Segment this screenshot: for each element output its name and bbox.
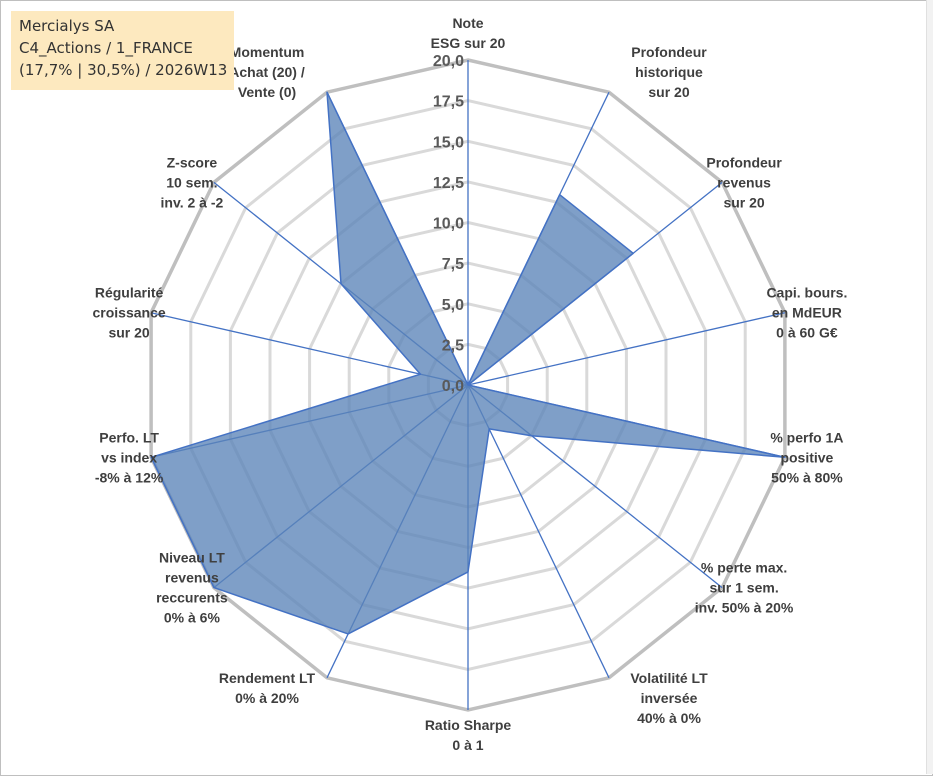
- axis-label-3: Capi. bours. en MdEUR 0 à 60 G€: [766, 285, 847, 341]
- axis-label-line: sur 20: [723, 194, 764, 210]
- vertical-scrollbar[interactable]: [926, 0, 933, 774]
- axis-label-line: Note: [452, 15, 483, 31]
- tick-label: 7,5: [442, 256, 464, 273]
- axis-label-line: 0 à 60 G€: [776, 325, 838, 341]
- data-series: [150, 91, 786, 635]
- axis-label-line: 0 à 1: [452, 737, 483, 753]
- info-box: Mercialys SA C4_Actions / 1_FRANCE (17,7…: [11, 11, 234, 90]
- axis-label-line: 40% à 0%: [637, 710, 701, 726]
- axis-label-line: Z-score: [167, 154, 218, 170]
- axis-label-line: -8% à 12%: [95, 469, 164, 485]
- axis-label-0: Note ESG sur 20: [431, 15, 506, 51]
- spoke-6: [467, 384, 610, 679]
- company-name: Mercialys SA: [19, 17, 115, 35]
- axis-label-6: Volatilité LT inversée 40% à 0%: [630, 670, 708, 726]
- axis-label-line: Profondeur: [706, 154, 782, 170]
- tick-label: 10,0: [433, 216, 464, 233]
- axis-label-line: revenus: [717, 174, 771, 190]
- axis-label-line: Rendement LT: [219, 670, 316, 686]
- axis-label-line: sur 1 sem.: [709, 580, 778, 596]
- axis-label-line: inv. 50% à 20%: [695, 600, 794, 616]
- axis-label-line: Profondeur: [631, 44, 707, 60]
- axis-label-line: Niveau LT: [159, 550, 225, 566]
- axis-label-10: Perfo. LT vs index -8% à 12%: [95, 429, 164, 485]
- axis-label-line: Capi. bours.: [766, 285, 847, 301]
- axis-label-2: Profondeur revenus sur 20: [706, 154, 782, 210]
- axis-label-line: vs index: [101, 449, 157, 465]
- axis-label-line: positive: [780, 449, 833, 465]
- axis-label-12: Z-score 10 sem. inv. 2 à -2: [161, 154, 224, 210]
- axis-label-line: sur 20: [648, 84, 689, 100]
- axis-label-5: % perte max. sur 1 sem. inv. 50% à 20%: [695, 560, 794, 616]
- axis-label-9: Niveau LT revenus reccurents 0% à 6%: [156, 550, 228, 626]
- axis-label-7: Ratio Sharpe 0 à 1: [425, 717, 512, 753]
- tick-label: 0,0: [442, 378, 464, 395]
- axis-label-8: Rendement LT 0% à 20%: [219, 670, 316, 706]
- axis-label-line: 0% à 20%: [235, 690, 299, 706]
- axis-label-line: 0% à 6%: [164, 610, 221, 626]
- axis-label-1: Profondeur historique sur 20: [631, 44, 707, 100]
- tick-labels: 0,0 2,5 5,0 7,5 10,0 12,5 15,0 17,5 20,0: [433, 53, 464, 395]
- axis-label-line: % perfo 1A: [770, 429, 843, 445]
- tick-label: 2,5: [442, 337, 464, 354]
- axis-label-line: % perte max.: [701, 560, 787, 576]
- axis-label-line: 10 sem.: [166, 174, 217, 190]
- axis-label-line: Volatilité LT: [630, 670, 708, 686]
- axis-label-line: sur 20: [108, 325, 149, 341]
- axis-label-line: inversée: [641, 690, 698, 706]
- axis-label-line: 50% à 80%: [771, 469, 843, 485]
- axis-label-line: reccurents: [156, 590, 228, 606]
- tick-label: 5,0: [442, 297, 464, 314]
- axis-label-line: Momentum: [230, 44, 305, 60]
- axis-label-line: inv. 2 à -2: [161, 194, 224, 210]
- axis-label-13: Momentum Achat (20) / Vente (0): [229, 44, 305, 100]
- axis-label-line: Perfo. LT: [99, 429, 159, 445]
- axis-label-line: en MdEUR: [772, 305, 842, 321]
- axis-label-line: Ratio Sharpe: [425, 717, 512, 733]
- axis-label-line: croissance: [93, 305, 166, 321]
- performance-week: (17,7% | 30,5%) / 2026W13: [19, 61, 228, 79]
- tick-label: 12,5: [433, 175, 464, 192]
- axis-label-line: ESG sur 20: [431, 35, 506, 51]
- portfolio-path: C4_Actions / 1_FRANCE: [19, 39, 193, 57]
- spoke-3: [467, 312, 786, 386]
- axis-label-11: Régularité croissance sur 20: [93, 285, 166, 341]
- series-area: [150, 91, 786, 635]
- tick-label: 17,5: [433, 94, 464, 111]
- axis-label-line: Achat (20) /: [229, 64, 305, 80]
- axis-label-line: Vente (0): [238, 84, 296, 100]
- axis-label-line: historique: [635, 64, 703, 80]
- tick-label: 20,0: [433, 53, 464, 70]
- axis-label-line: Régularité: [95, 285, 164, 301]
- tick-label: 15,0: [433, 134, 464, 151]
- spoke-11: [150, 312, 469, 386]
- axis-label-4: % perfo 1A positive 50% à 80%: [770, 429, 843, 485]
- axis-labels: Note ESG sur 20 Profondeur historique sur 20…: [93, 15, 848, 753]
- axis-label-line: revenus: [165, 570, 219, 586]
